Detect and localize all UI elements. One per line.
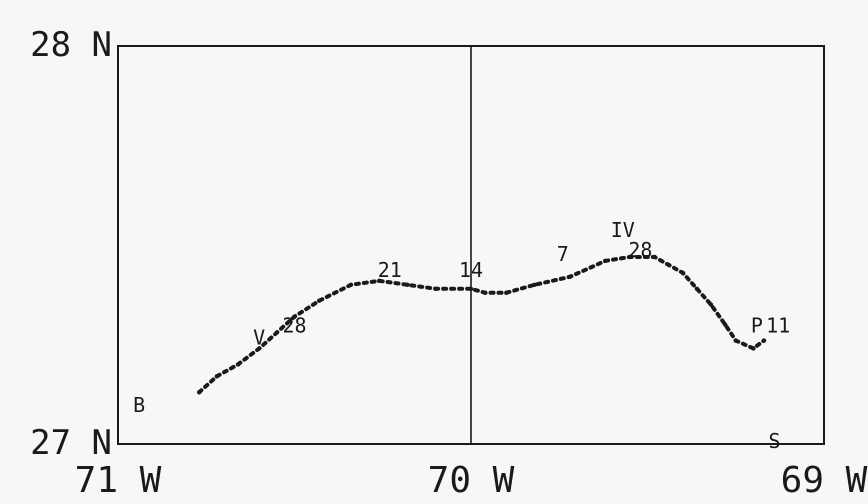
track-point — [274, 330, 280, 335]
y-tick-label: 28 N — [30, 25, 112, 65]
track-point — [348, 282, 354, 287]
x-tick-label: 71 W — [75, 460, 162, 501]
x-tick-label: 70 W — [428, 460, 515, 501]
track-annotation: 7 — [557, 242, 569, 266]
track-point — [196, 390, 202, 395]
y-tick-label: 27 N — [30, 423, 112, 463]
track-point — [468, 286, 474, 291]
track-point — [405, 282, 410, 287]
x-tick-label: 69 W — [781, 460, 868, 501]
track-annotation: 14 — [459, 258, 483, 282]
track-point — [627, 254, 633, 260]
track-annotation: B — [133, 393, 145, 417]
track-point — [602, 258, 608, 264]
track-point — [694, 286, 700, 291]
track-point — [761, 338, 767, 343]
track-annotation: V — [253, 326, 265, 350]
track-point — [680, 270, 685, 276]
track-annotation: P — [751, 314, 763, 338]
track-point — [377, 278, 382, 284]
track-point — [482, 290, 488, 295]
track-point — [751, 346, 756, 351]
track-point — [317, 298, 322, 303]
track-point — [708, 302, 714, 307]
track-point — [235, 362, 241, 367]
track-point — [567, 274, 573, 280]
track-point — [257, 346, 262, 351]
track-annotation: 28 — [628, 238, 652, 262]
track-point — [433, 286, 438, 291]
track-point — [666, 262, 671, 268]
track-point — [292, 314, 297, 319]
track-point — [532, 282, 537, 287]
track-annotation: 28 — [282, 314, 306, 338]
track-annotation: 21 — [378, 258, 402, 282]
track-point — [722, 322, 728, 327]
track-point — [504, 290, 509, 295]
track-point — [214, 374, 220, 379]
track-point — [652, 254, 657, 260]
track-annotation: 11 — [766, 314, 790, 338]
track-annotation: S — [769, 429, 781, 453]
track-annotation: IV — [611, 218, 635, 242]
track-point — [733, 338, 738, 343]
